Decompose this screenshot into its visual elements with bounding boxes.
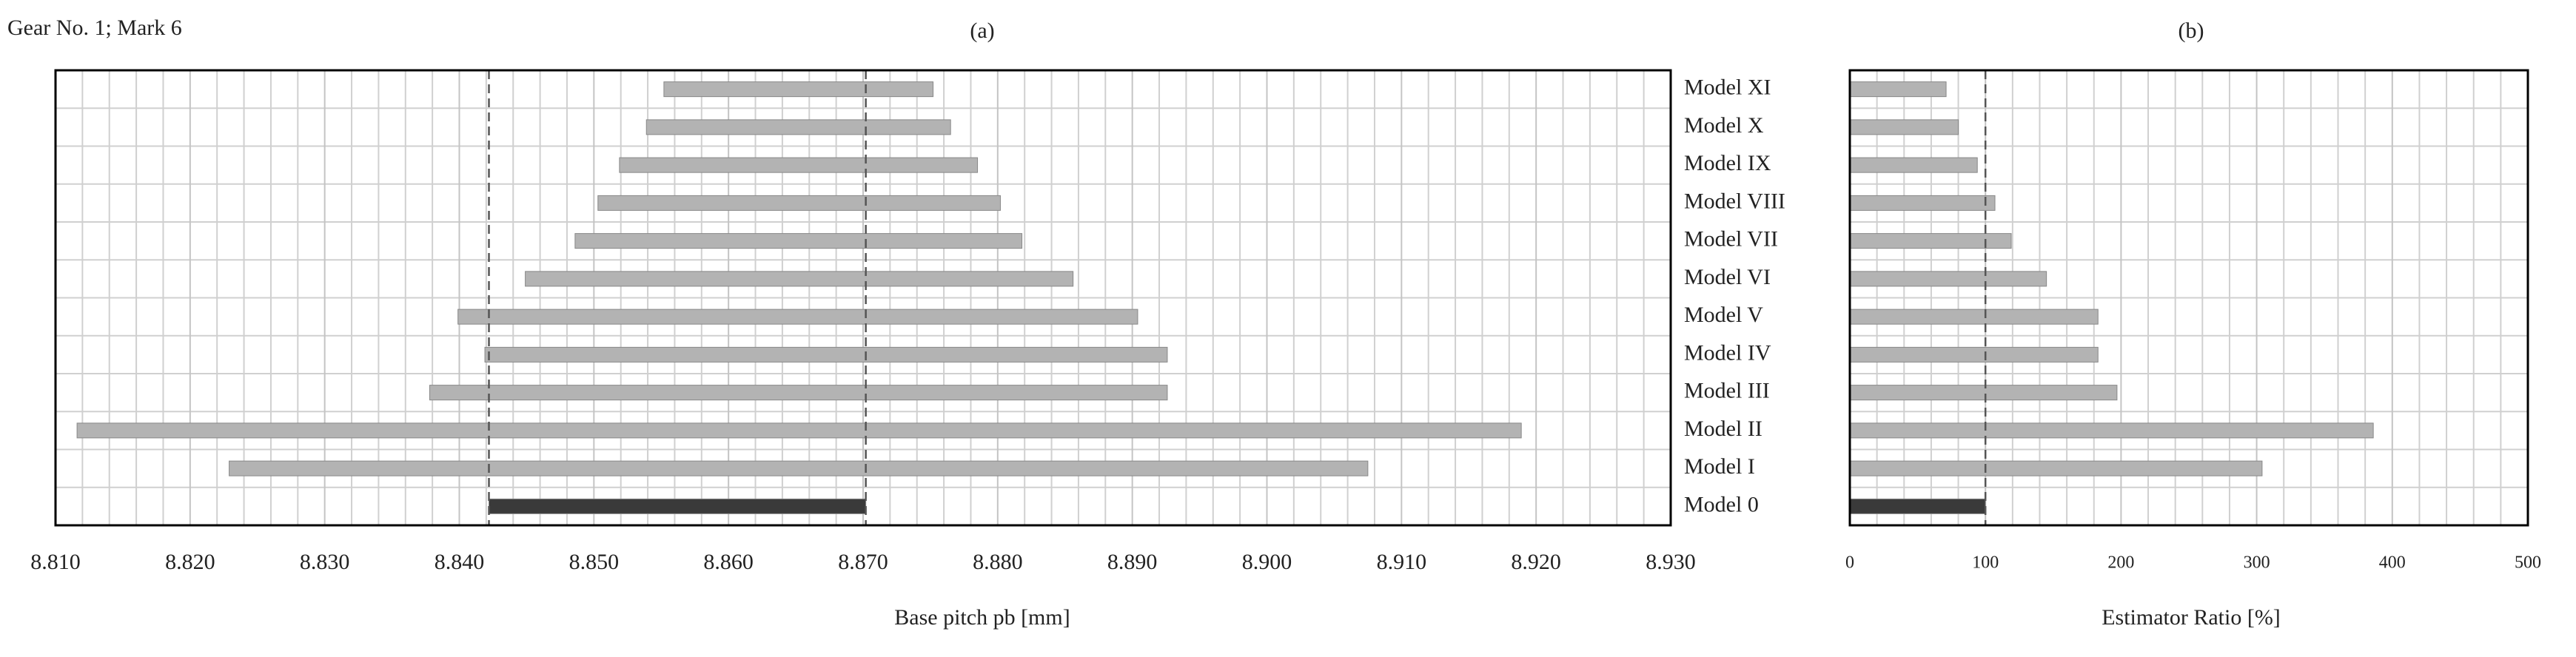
bar	[1849, 81, 1947, 98]
range-bar	[597, 195, 1001, 211]
range-bar	[663, 81, 934, 98]
x-tick-label: 8.900	[1242, 550, 1292, 574]
category-label: Model VIII	[1684, 189, 1785, 213]
category-label: Model X	[1684, 113, 1764, 138]
category-label: Model III	[1684, 379, 1770, 403]
plot-frame	[1848, 69, 2529, 527]
x-tick-label: 8.810	[30, 550, 81, 574]
bar	[1849, 195, 1996, 211]
category-label: Model VI	[1684, 265, 1771, 289]
x-tick-label: 8.840	[435, 550, 485, 574]
x-tick-label: 8.930	[1646, 550, 1696, 574]
range-bar	[484, 346, 1168, 363]
x-tick-label: 300	[2244, 553, 2270, 573]
range-bar	[619, 157, 979, 173]
x-tick-label: 8.860	[703, 550, 754, 574]
category-label: Model IV	[1684, 340, 1771, 365]
x-tick-label: 8.830	[300, 550, 350, 574]
x-tick-label: 8.890	[1107, 550, 1158, 574]
panel-label: (a)	[970, 18, 994, 43]
bar	[1849, 157, 1978, 173]
range-bar	[229, 460, 1369, 476]
bar	[1849, 271, 2047, 287]
x-tick-label: 8.870	[838, 550, 888, 574]
range-bar	[525, 271, 1074, 287]
x-tick-label: 8.920	[1511, 550, 1561, 574]
bar	[1849, 422, 2374, 439]
bar	[1849, 119, 1959, 135]
plot-frame	[54, 69, 1672, 527]
category-label: Model V	[1684, 303, 1763, 327]
x-tick-label: 400	[2379, 553, 2406, 573]
x-tick-label: 500	[2515, 553, 2541, 573]
bar	[1849, 233, 2012, 249]
x-axis-label: Estimator Ratio [%]	[2102, 605, 2281, 630]
x-tick-label: 0	[1845, 553, 1854, 573]
range-bar	[645, 119, 951, 135]
x-tick-label: 100	[1972, 553, 1999, 573]
bar	[1849, 498, 1986, 514]
x-tick-label: 8.850	[569, 550, 620, 574]
range-bar	[76, 422, 1522, 439]
bar	[1849, 385, 2118, 401]
bar	[1849, 460, 2263, 476]
category-label: Model XI	[1684, 75, 1771, 100]
range-bar	[574, 233, 1023, 249]
x-axis-label: Base pitch pb [mm]	[894, 605, 1070, 630]
x-tick-label: 8.910	[1377, 550, 1427, 574]
bar	[1849, 346, 2099, 363]
panel-label: (b)	[2178, 18, 2204, 43]
category-label: Model VII	[1684, 227, 1778, 252]
category-label: Model I	[1684, 454, 1755, 479]
x-tick-label: 8.820	[165, 550, 215, 574]
category-label: Model II	[1684, 417, 1762, 441]
category-label: Model IX	[1684, 151, 1771, 175]
range-bar	[489, 498, 867, 514]
range-bar	[429, 385, 1168, 401]
bar	[1849, 309, 2099, 325]
x-tick-label: 200	[2107, 553, 2134, 573]
x-tick-label: 8.880	[973, 550, 1023, 574]
chart-title: Gear No. 1; Mark 6	[7, 16, 182, 40]
category-label: Model 0	[1684, 492, 1759, 516]
range-bar	[457, 309, 1138, 325]
